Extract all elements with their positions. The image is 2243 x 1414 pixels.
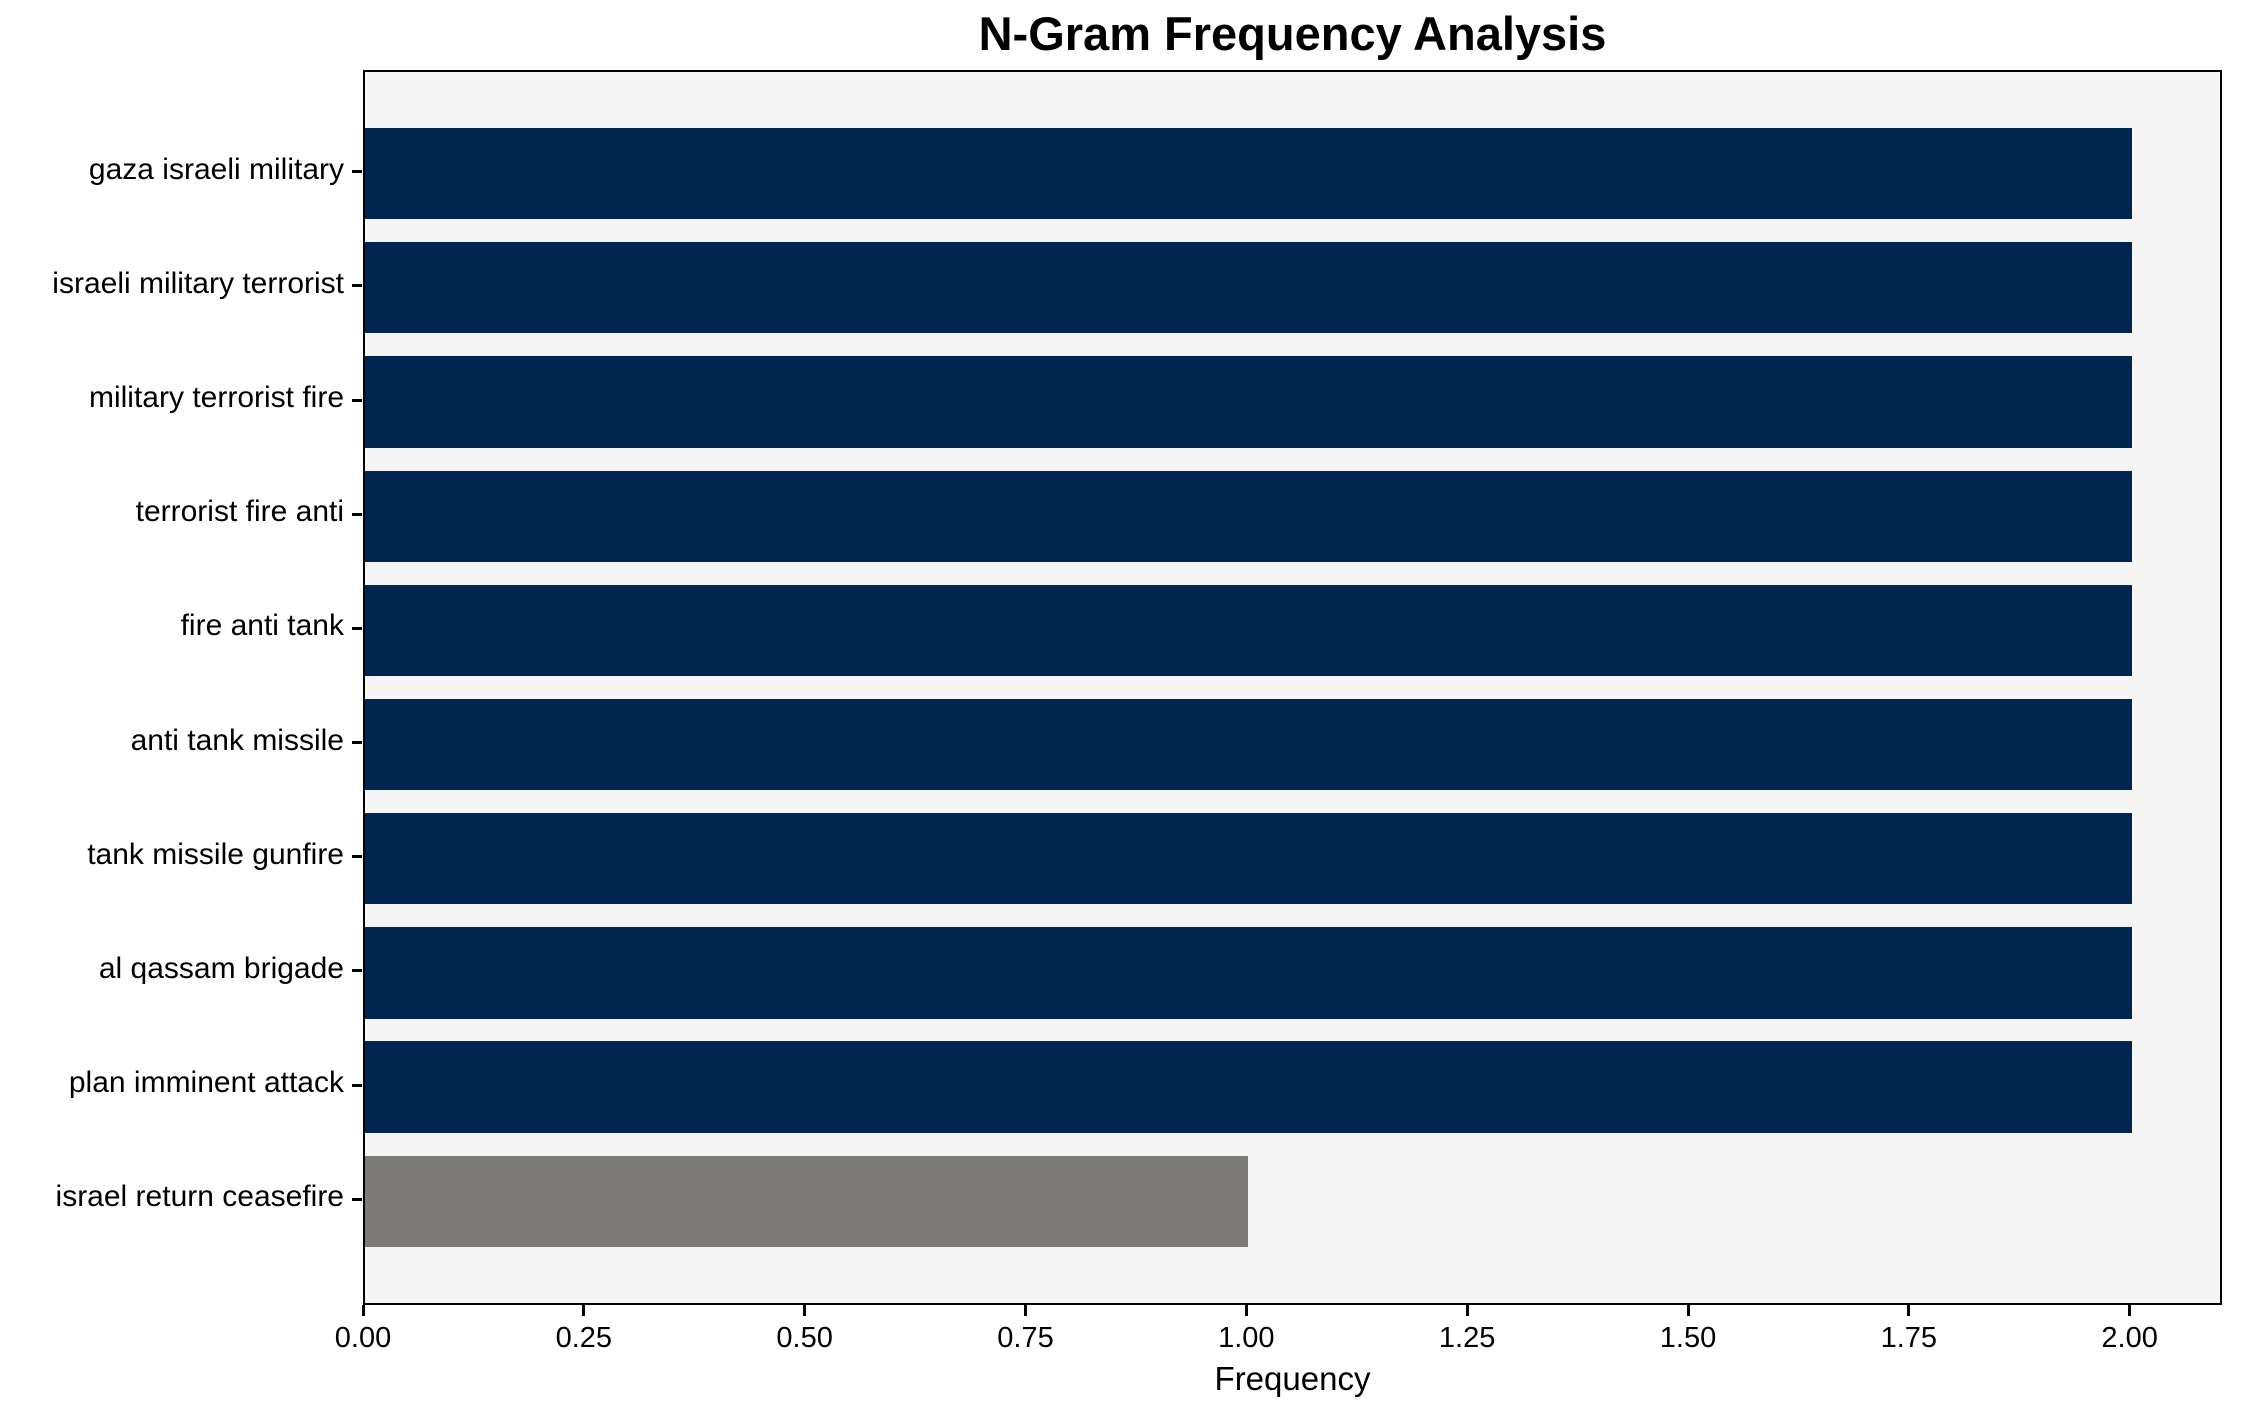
y-axis-tick-label: military terrorist fire — [88, 381, 344, 415]
x-axis-tick-label: 1.00 — [1218, 1322, 1275, 1354]
bar — [365, 698, 2132, 791]
bar — [365, 1041, 2132, 1133]
x-axis-tick-label: 1.75 — [1880, 1322, 1938, 1354]
y-tick-mark — [352, 512, 362, 516]
bar — [365, 1155, 1249, 1248]
x-axis-tick-label: 1.50 — [1659, 1322, 1717, 1354]
y-axis-tick-label: fire anti tank — [180, 609, 344, 643]
bar — [365, 813, 2132, 905]
x-axis-title: Frequency — [1214, 1360, 1371, 1397]
y-tick-mark — [352, 1197, 362, 1201]
chart-title: N-Gram Frequency Analysis — [978, 7, 1607, 60]
x-axis-tick-label: 2.00 — [2101, 1322, 2158, 1354]
bar — [365, 584, 2132, 677]
x-tick-mark — [803, 1305, 807, 1316]
y-tick-mark — [352, 398, 362, 402]
bar — [365, 127, 2132, 220]
y-tick-mark — [352, 170, 362, 174]
y-axis-tick-label: gaza israeli military — [88, 152, 344, 186]
y-tick-mark — [352, 969, 362, 973]
x-tick-mark — [1024, 1305, 1027, 1316]
plot-area — [363, 70, 2222, 1305]
y-tick-mark — [352, 284, 362, 288]
y-axis-tick-label: al qassam brigade — [98, 951, 344, 985]
x-axis-tick-label: 0.75 — [997, 1322, 1054, 1354]
y-tick-mark — [352, 741, 362, 745]
bar — [365, 927, 2132, 1019]
y-axis-tick-label: israel return ceasefire — [55, 1180, 344, 1214]
x-axis-tick-label: 1.25 — [1438, 1322, 1496, 1354]
x-tick-mark — [2128, 1305, 2132, 1316]
y-axis-tick-label: anti tank missile — [130, 723, 344, 757]
y-axis-tick-label: terrorist fire anti — [135, 495, 344, 529]
bar — [365, 356, 2132, 448]
x-axis-tick-label: 0.00 — [334, 1322, 392, 1354]
y-tick-mark — [352, 1083, 362, 1087]
x-tick-mark — [361, 1305, 365, 1316]
y-tick-mark — [352, 626, 362, 630]
y-axis-tick-label: israeli military terrorist — [52, 266, 344, 300]
y-tick-mark — [352, 855, 362, 859]
y-axis-tick-label: tank missile gunfire — [87, 837, 344, 871]
x-axis-tick-label: 0.50 — [776, 1322, 833, 1354]
y-axis-tick-label: plan imminent attack — [68, 1066, 344, 1100]
bar — [365, 242, 2132, 334]
x-tick-mark — [1686, 1305, 1690, 1316]
x-axis-tick-label: 0.25 — [555, 1322, 613, 1354]
x-tick-mark — [1907, 1305, 1911, 1316]
bar — [365, 470, 2132, 562]
x-tick-mark — [582, 1305, 586, 1316]
x-tick-mark — [1465, 1305, 1469, 1316]
x-tick-mark — [1244, 1305, 1248, 1316]
